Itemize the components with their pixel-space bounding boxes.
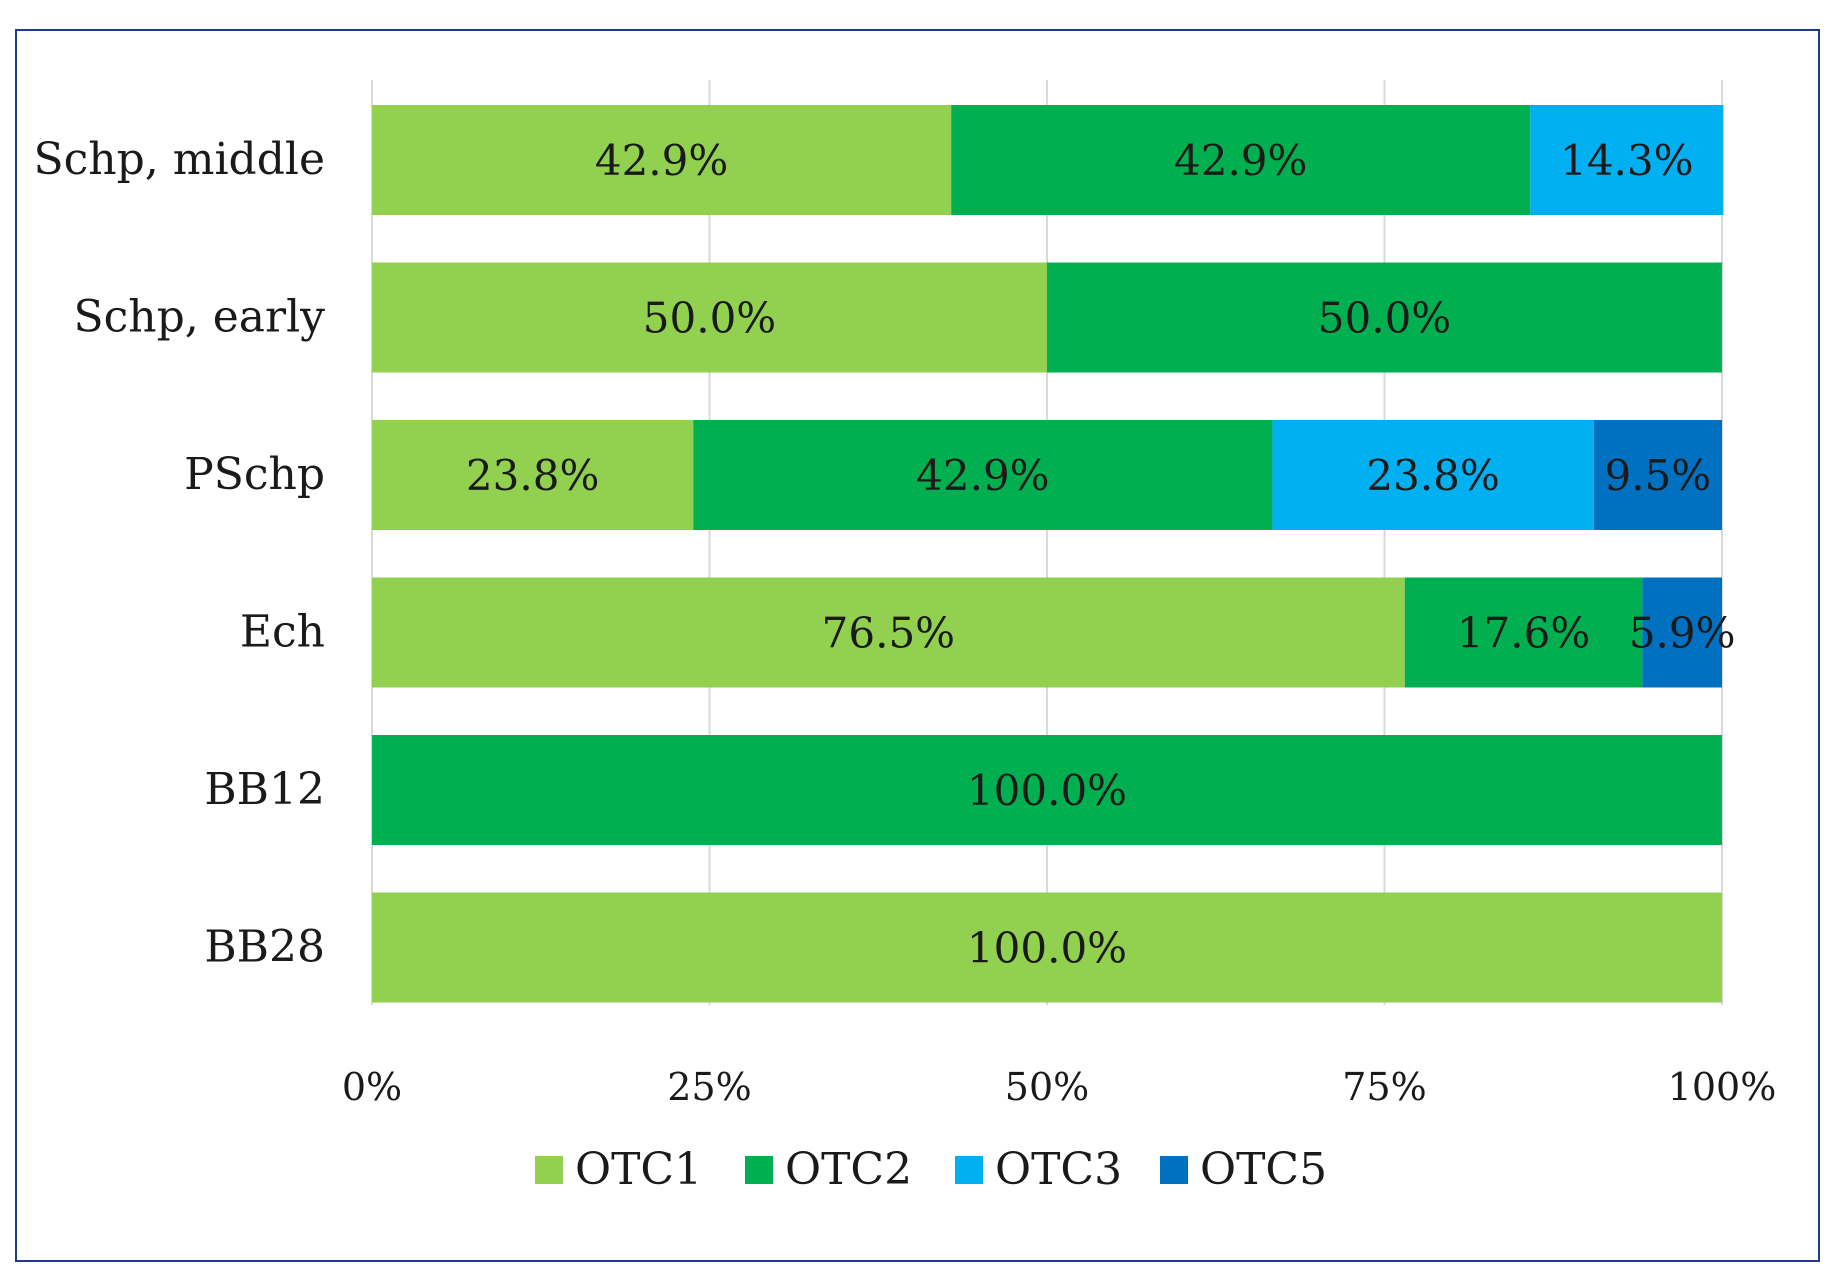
bar-row: 100.0% (372, 735, 1722, 845)
data-label: 50.0% (643, 294, 776, 343)
legend-swatch (1160, 1156, 1188, 1184)
legend-swatch (955, 1156, 983, 1184)
bar-segment-otc5 (1642, 577, 1722, 688)
bar-row: 76.5% 17.6% 5.9% (372, 577, 1736, 688)
data-label: 100.0% (967, 766, 1127, 815)
bar-segment-otc1 (372, 892, 1722, 1003)
data-label: 23.8% (1366, 451, 1499, 500)
bar-segment-otc2 (693, 420, 1273, 530)
bar-segment-otc2 (372, 735, 1722, 845)
bar-segment-otc2 (1047, 262, 1722, 373)
x-tick-label: 100% (1668, 1065, 1777, 1109)
bars: 42.9% 42.9% 14.3%50.0% 50.0%23.8% 42.9% 23.8%… (372, 105, 1736, 1003)
bar-segment-otc2 (951, 105, 1531, 215)
bar-segment-otc1 (372, 262, 1047, 373)
bar-segment-otc5 (1593, 420, 1722, 530)
data-label: 9.5% (1605, 451, 1712, 500)
legend-item-otc2: OTC2 (745, 1144, 912, 1195)
bar-segment-otc2 (1404, 577, 1643, 688)
data-label: 42.9% (916, 451, 1049, 500)
legend-swatch (535, 1156, 563, 1184)
bar-segment-otc1 (372, 105, 952, 215)
legend-item-otc3: OTC3 (955, 1144, 1122, 1195)
bar-row: 42.9% 42.9% 14.3% (372, 105, 1724, 215)
category-labels: Schp, middle Schp, early PSchp Ech BB12 BB28 (34, 134, 326, 973)
legend: OTC1 OTC2 OTC3 OTC5 (535, 1144, 1327, 1195)
bar-segment-otc1 (372, 420, 694, 530)
category-label: Schp, early (74, 292, 326, 343)
bar-row: 100.0% (372, 892, 1722, 1003)
data-label: 23.8% (466, 451, 599, 500)
data-label: 50.0% (1318, 294, 1451, 343)
legend-swatch (745, 1156, 773, 1184)
category-label: PSchp (184, 449, 325, 500)
bar-segment-otc3 (1530, 105, 1724, 215)
category-label: Ech (240, 607, 325, 658)
x-tick-labels: 0% 25% 50% 75% 100% (342, 1065, 1776, 1109)
legend-label: OTC1 (575, 1144, 702, 1195)
legend-label: OTC3 (995, 1144, 1122, 1195)
data-label: 100.0% (967, 924, 1127, 973)
bar-row: 50.0% 50.0% (372, 262, 1722, 373)
bar-segment-otc3 (1272, 420, 1594, 530)
grid-lines (371, 80, 1723, 1005)
category-label: BB12 (204, 764, 325, 815)
category-label: BB28 (204, 922, 325, 973)
legend-item-otc1: OTC1 (535, 1144, 702, 1195)
x-tick-label: 75% (1342, 1065, 1426, 1109)
bar-segment-otc1 (372, 577, 1405, 688)
data-label: 5.9% (1629, 609, 1736, 658)
data-label: 17.6% (1457, 609, 1590, 658)
category-label: Schp, middle (34, 134, 326, 185)
x-tick-label: 25% (667, 1065, 751, 1109)
legend-label: OTC5 (1200, 1144, 1327, 1195)
data-label: 14.3% (1560, 136, 1693, 185)
chart-frame (15, 29, 1820, 1262)
x-tick-label: 50% (1005, 1065, 1089, 1109)
x-tick-label: 0% (342, 1065, 402, 1109)
bar-row: 23.8% 42.9% 23.8% 9.5% (372, 420, 1722, 530)
legend-item-otc5: OTC5 (1160, 1144, 1327, 1195)
data-label: 42.9% (595, 136, 728, 185)
data-label: 42.9% (1174, 136, 1307, 185)
data-label: 76.5% (822, 609, 955, 658)
legend-label: OTC2 (785, 1144, 912, 1195)
